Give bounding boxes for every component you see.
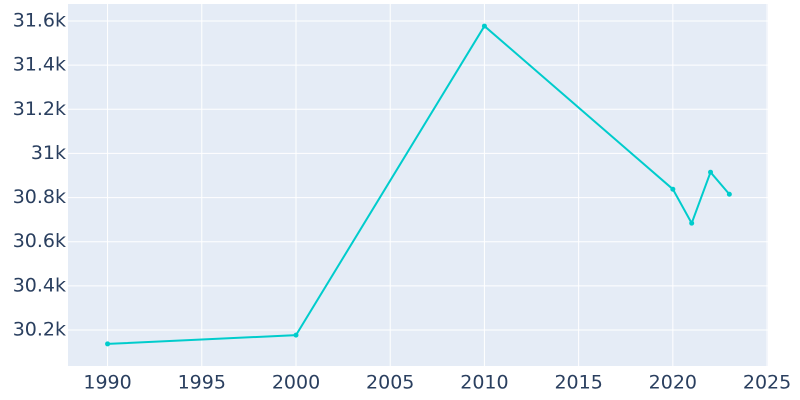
y-tick-label: 30.2k: [13, 319, 66, 341]
x-tick-label: 2000: [272, 372, 320, 394]
y-tick-label: 31k: [31, 142, 66, 164]
y-tick-label: 31.6k: [13, 9, 66, 31]
y-tick-label: 31.4k: [13, 54, 66, 76]
point: [293, 332, 299, 338]
y-tick-label: 30.8k: [13, 186, 66, 208]
point: [689, 220, 695, 226]
point: [670, 186, 676, 192]
x-tick-label: 1995: [178, 372, 226, 394]
x-tick-label: 1990: [83, 372, 131, 394]
point: [481, 23, 487, 29]
x-tick-label: 2005: [366, 372, 414, 394]
plot-area: [68, 4, 768, 366]
y-tick-label: 31.2k: [13, 98, 66, 120]
point: [726, 191, 732, 197]
y-tick-label: 30.6k: [13, 230, 66, 252]
y-tick-label: 30.4k: [13, 274, 66, 296]
x-tick-label: 2010: [460, 372, 508, 394]
point: [708, 169, 714, 175]
x-tick-label: 2020: [649, 372, 697, 394]
x-tick-label: 2025: [743, 372, 791, 394]
x-tick-label: 2015: [554, 372, 602, 394]
point: [105, 341, 111, 347]
